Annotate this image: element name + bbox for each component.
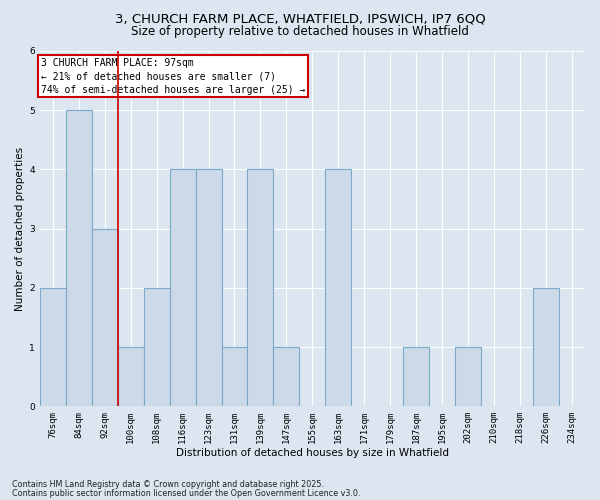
Bar (196, 170, 221, 406)
Bar (170, 170, 196, 406)
Text: Size of property relative to detached houses in Whatfield: Size of property relative to detached ho… (131, 25, 469, 38)
Bar (40, 288, 66, 406)
Bar (403, 347, 429, 406)
Bar (143, 288, 170, 406)
Bar (92, 228, 118, 406)
Bar (325, 170, 352, 406)
Text: Contains HM Land Registry data © Crown copyright and database right 2025.: Contains HM Land Registry data © Crown c… (12, 480, 324, 489)
Text: 3 CHURCH FARM PLACE: 97sqm
← 21% of detached houses are smaller (7)
74% of semi-: 3 CHURCH FARM PLACE: 97sqm ← 21% of deta… (41, 58, 305, 94)
Bar (455, 347, 481, 406)
Text: 3, CHURCH FARM PLACE, WHATFIELD, IPSWICH, IP7 6QQ: 3, CHURCH FARM PLACE, WHATFIELD, IPSWICH… (115, 12, 485, 26)
Bar (221, 347, 247, 406)
Bar (247, 170, 274, 406)
Bar (274, 347, 299, 406)
Bar (66, 110, 92, 406)
Text: Contains public sector information licensed under the Open Government Licence v3: Contains public sector information licen… (12, 488, 361, 498)
Bar (533, 288, 559, 406)
Y-axis label: Number of detached properties: Number of detached properties (15, 146, 25, 310)
Bar (118, 347, 143, 406)
X-axis label: Distribution of detached houses by size in Whatfield: Distribution of detached houses by size … (176, 448, 449, 458)
